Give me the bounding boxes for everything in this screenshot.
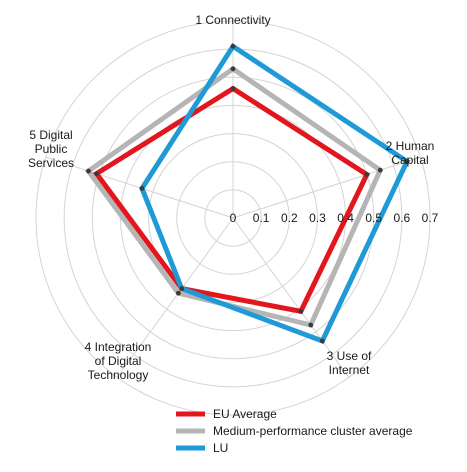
axis-label: 5 Digital Public Services [28,128,74,170]
tick-label: 0.3 [309,211,326,225]
series-polygon-3 [139,42,411,345]
axis-line [232,156,421,219]
data-point [176,290,181,296]
legend-label: EU Average [213,407,277,421]
tick-label: 0.4 [337,211,354,225]
series-polygon-2 [84,65,384,328]
tick-label: 0 [230,211,237,225]
data-point [230,43,236,49]
axis-line [116,217,234,378]
legend-label: Medium-performance cluster average [213,424,413,438]
axis-line [232,217,350,378]
axis-label: 3 Use of Internet [327,349,372,377]
data-point [364,172,370,177]
data-point [404,159,410,164]
data-point [179,286,185,291]
tick-label: 0.2 [281,211,298,225]
data-point [298,308,304,314]
tick-label: 0.5 [365,211,382,225]
axis-label: 4 Integration of Digital Technology [85,340,152,382]
legend-label: LU [213,441,228,455]
legend: EU Average Medium-performance cluster ave… [176,407,413,455]
data-point [319,338,325,344]
data-point [308,322,314,328]
label-layer: 0 0.1 0.2 0.3 0.4 0.5 0.6 0.7 1 Connectivity 2 Hu… [28,13,439,382]
tick-label: 0.6 [394,211,411,225]
data-point [230,66,236,72]
axis-line [45,156,234,219]
tick-label: 0.1 [253,211,270,225]
data-point [377,167,383,173]
series-polygon-1 [92,85,371,315]
data-point [230,86,236,91]
data-point [139,186,145,191]
axis-label: 2 Human Capital [386,139,435,167]
axis-label: 1 Connectivity [195,13,270,27]
data-point [94,171,99,177]
tick-label: 0.7 [422,211,439,225]
axis-layer [45,21,421,378]
series-layer [84,42,411,345]
data-point [86,168,91,174]
